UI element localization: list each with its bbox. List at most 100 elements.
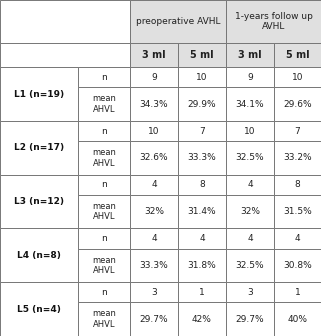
Text: 29.6%: 29.6% xyxy=(283,100,312,109)
Text: L1 (n=19): L1 (n=19) xyxy=(14,90,64,98)
Bar xyxy=(226,121,274,141)
Bar xyxy=(178,249,226,282)
Bar xyxy=(178,43,226,67)
Text: mean
AHVL: mean AHVL xyxy=(92,202,116,221)
Text: 3: 3 xyxy=(247,288,253,297)
Bar xyxy=(130,141,178,175)
Text: 10: 10 xyxy=(148,127,160,135)
Bar xyxy=(226,302,274,336)
Bar xyxy=(130,121,178,141)
Text: 10: 10 xyxy=(292,73,303,82)
Text: 32.6%: 32.6% xyxy=(140,154,168,162)
Bar xyxy=(178,87,226,121)
Bar xyxy=(78,141,130,175)
Text: 1: 1 xyxy=(295,288,300,297)
Text: L2 (n=17): L2 (n=17) xyxy=(14,143,64,152)
Bar xyxy=(0,282,78,336)
Text: 4: 4 xyxy=(247,180,253,189)
Text: 29.7%: 29.7% xyxy=(236,315,264,324)
Text: 4: 4 xyxy=(151,234,157,243)
Bar xyxy=(130,228,178,249)
Bar xyxy=(178,121,226,141)
Text: 7: 7 xyxy=(295,127,300,135)
Text: n: n xyxy=(101,234,107,243)
Text: 32%: 32% xyxy=(240,207,260,216)
Bar xyxy=(130,302,178,336)
Text: n: n xyxy=(101,288,107,297)
Bar xyxy=(178,282,226,302)
Bar xyxy=(274,282,321,302)
Bar xyxy=(0,228,78,282)
Bar xyxy=(274,175,321,195)
Bar xyxy=(226,0,321,43)
Bar xyxy=(78,87,130,121)
Bar xyxy=(274,302,321,336)
Text: 42%: 42% xyxy=(192,315,212,324)
Bar xyxy=(130,195,178,228)
Bar xyxy=(178,195,226,228)
Bar xyxy=(0,0,130,43)
Text: n: n xyxy=(101,127,107,135)
Text: 8: 8 xyxy=(295,180,300,189)
Bar xyxy=(226,282,274,302)
Bar xyxy=(78,302,130,336)
Text: 10: 10 xyxy=(196,73,208,82)
Bar xyxy=(274,228,321,249)
Bar xyxy=(0,43,130,67)
Bar xyxy=(78,249,130,282)
Text: L5 (n=4): L5 (n=4) xyxy=(17,305,61,313)
Bar xyxy=(130,43,178,67)
Bar xyxy=(274,141,321,175)
Text: 30.8%: 30.8% xyxy=(283,261,312,270)
Text: L3 (n=12): L3 (n=12) xyxy=(14,197,64,206)
Text: 5 ml: 5 ml xyxy=(286,50,309,60)
Bar xyxy=(178,302,226,336)
Bar xyxy=(274,67,321,87)
Bar xyxy=(130,87,178,121)
Bar xyxy=(274,121,321,141)
Text: n: n xyxy=(101,180,107,189)
Bar xyxy=(226,67,274,87)
Bar xyxy=(274,87,321,121)
Bar xyxy=(0,121,78,175)
Bar xyxy=(130,0,226,43)
Text: 33.2%: 33.2% xyxy=(283,154,312,162)
Bar xyxy=(226,87,274,121)
Bar xyxy=(274,195,321,228)
Text: 40%: 40% xyxy=(288,315,308,324)
Text: 3 ml: 3 ml xyxy=(238,50,262,60)
Text: 9: 9 xyxy=(247,73,253,82)
Bar xyxy=(78,195,130,228)
Text: n: n xyxy=(101,73,107,82)
Bar xyxy=(226,249,274,282)
Text: 10: 10 xyxy=(244,127,256,135)
Text: 33.3%: 33.3% xyxy=(188,154,216,162)
Bar xyxy=(178,141,226,175)
Bar xyxy=(226,43,274,67)
Text: 31.4%: 31.4% xyxy=(188,207,216,216)
Bar xyxy=(130,282,178,302)
Text: 4: 4 xyxy=(151,180,157,189)
Text: 7: 7 xyxy=(199,127,205,135)
Text: 1-years follow up
AVHL: 1-years follow up AVHL xyxy=(235,11,312,31)
Text: 4: 4 xyxy=(295,234,300,243)
Text: 5 ml: 5 ml xyxy=(190,50,214,60)
Text: mean
AHVL: mean AHVL xyxy=(92,309,116,329)
Bar xyxy=(274,43,321,67)
Text: 32.5%: 32.5% xyxy=(236,154,264,162)
Text: 32.5%: 32.5% xyxy=(236,261,264,270)
Bar xyxy=(130,67,178,87)
Text: 29.9%: 29.9% xyxy=(188,100,216,109)
Text: 31.5%: 31.5% xyxy=(283,207,312,216)
Text: 1: 1 xyxy=(199,288,205,297)
Bar xyxy=(178,175,226,195)
Bar xyxy=(178,67,226,87)
Text: mean
AHVL: mean AHVL xyxy=(92,256,116,275)
Text: 32%: 32% xyxy=(144,207,164,216)
Text: 3 ml: 3 ml xyxy=(142,50,166,60)
Text: preoperative AVHL: preoperative AVHL xyxy=(136,17,220,26)
Text: mean
AHVL: mean AHVL xyxy=(92,94,116,114)
Text: 9: 9 xyxy=(151,73,157,82)
Bar xyxy=(78,175,130,195)
Bar xyxy=(78,282,130,302)
